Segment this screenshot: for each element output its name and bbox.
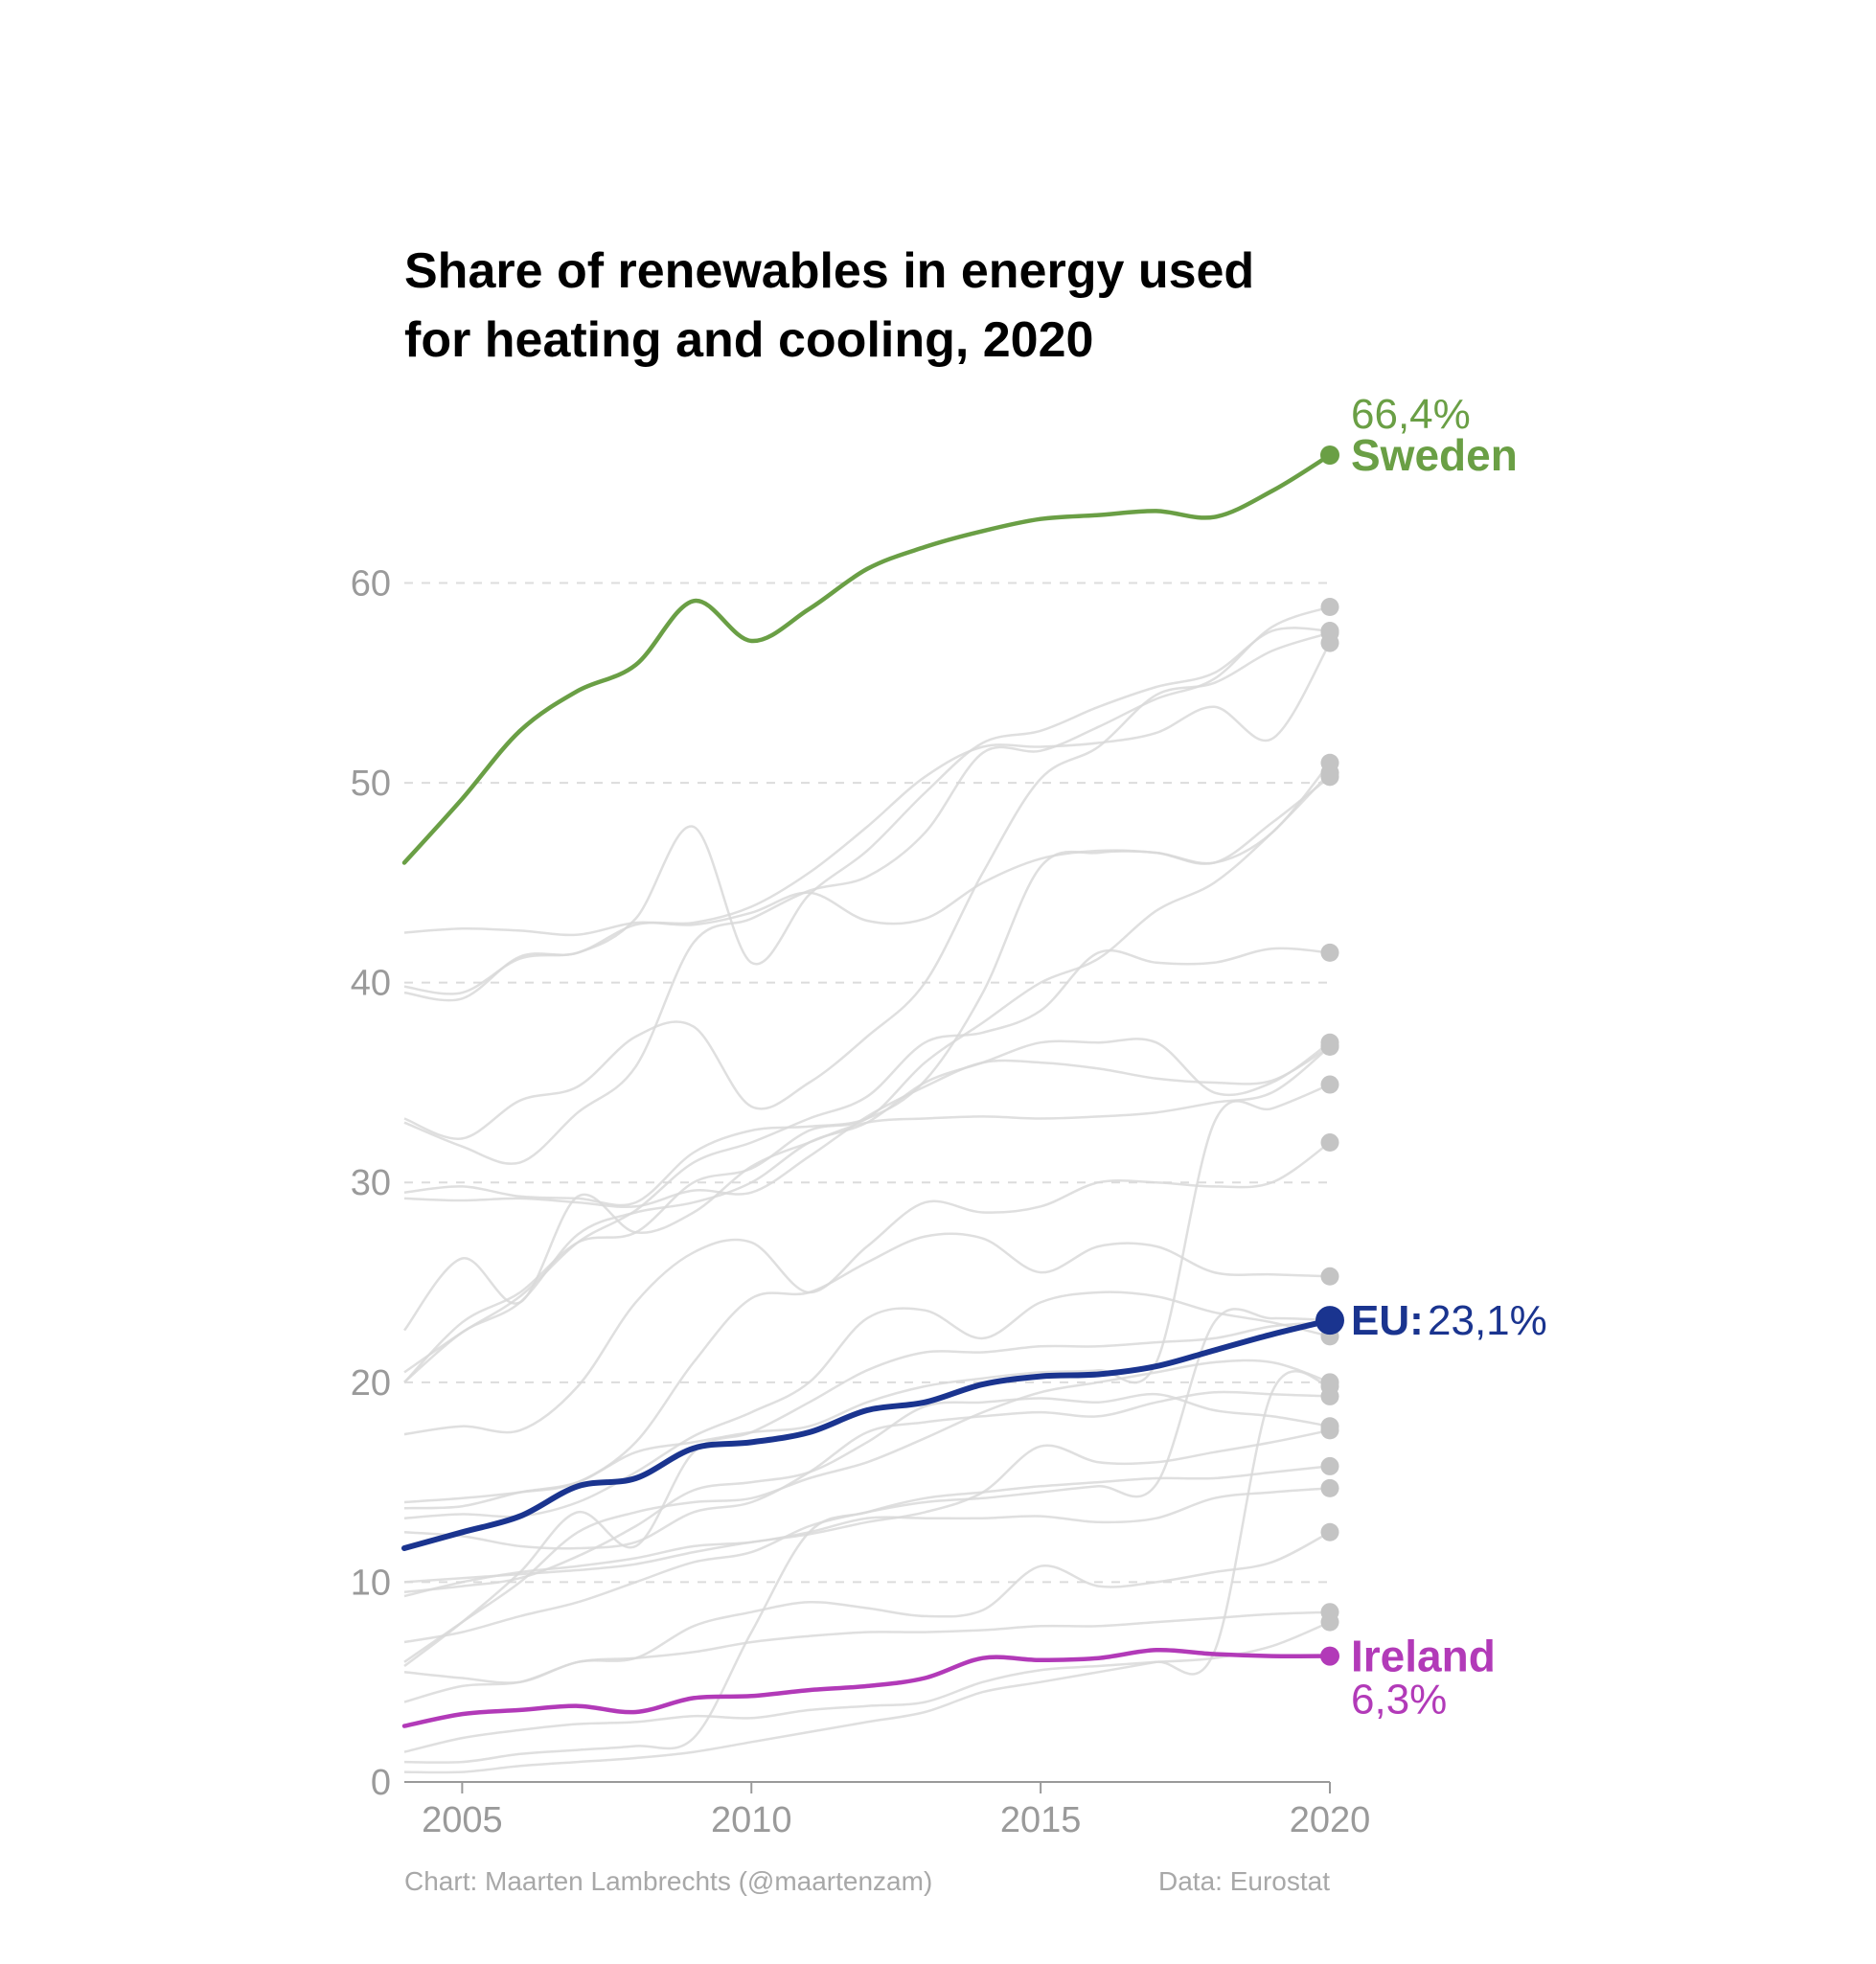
- background-endpoint-group: [1320, 598, 1339, 1632]
- background-series-endpoint: [1320, 598, 1339, 617]
- eu-name-label: EU:: [1351, 1297, 1424, 1344]
- x-tick-label: 2010: [711, 1800, 792, 1840]
- background-series-endpoint: [1320, 624, 1339, 643]
- background-series-endpoint: [1320, 1456, 1339, 1475]
- background-series-endpoint: [1320, 1478, 1339, 1497]
- background-series-group: [403, 605, 1332, 1774]
- x-tick-label: 2005: [422, 1800, 503, 1840]
- background-series-line: [403, 1038, 1331, 1383]
- y-tick-label: 20: [351, 1363, 391, 1404]
- y-tick-label: 50: [351, 764, 391, 804]
- background-series-endpoint: [1320, 1522, 1339, 1542]
- background-series-endpoint: [1320, 1377, 1339, 1396]
- credit-chart: Chart: Maarten Lambrechts (@maartenzam): [404, 1866, 932, 1896]
- background-series-line: [403, 1390, 1331, 1550]
- background-series-line: [403, 1308, 1331, 1644]
- background-series-endpoint: [1320, 1033, 1339, 1052]
- background-series-line: [403, 1045, 1331, 1209]
- background-series-line: [403, 642, 1332, 995]
- background-series-line: [403, 1393, 1331, 1594]
- background-series-line: [403, 1083, 1331, 1510]
- background-series-line: [403, 1487, 1331, 1598]
- sweden-value-label: 66,4%: [1351, 391, 1471, 438]
- eu-series-line: [401, 1317, 1333, 1551]
- background-series-line: [403, 1369, 1331, 1774]
- y-tick-label: 10: [351, 1563, 391, 1603]
- ireland-name-label: Ireland: [1351, 1632, 1496, 1681]
- y-axis: 0 10 20 30 40 50 60: [351, 563, 391, 1803]
- background-series-line: [403, 605, 1331, 1165]
- y-tick-label: 40: [351, 964, 391, 1004]
- background-series-line: [403, 947, 1331, 1374]
- background-series-line: [403, 1321, 1331, 1667]
- background-series-line: [403, 1465, 1331, 1764]
- ireland-value-label: 6,3%: [1351, 1677, 1447, 1724]
- eu-value-label: 23,1%: [1428, 1297, 1547, 1344]
- sweden-name-label: Sweden: [1351, 430, 1518, 480]
- sweden-endpoint: [1320, 445, 1339, 465]
- background-series-line: [403, 1290, 1331, 1519]
- chart-title-line-2: for heating and cooling, 2020: [404, 312, 1093, 368]
- background-series-line: [403, 1045, 1331, 1332]
- background-series-line: [403, 775, 1331, 937]
- y-tick-label: 60: [351, 563, 391, 604]
- highlight-series-group: [401, 445, 1344, 1728]
- x-tick-label: 2020: [1290, 1800, 1371, 1840]
- background-series-line: [403, 631, 1331, 1140]
- y-tick-label: 0: [371, 1763, 391, 1803]
- credit-data: Data: Eurostat: [1158, 1866, 1330, 1896]
- background-series-endpoint: [1320, 1267, 1339, 1286]
- ireland-series-line: [401, 1647, 1333, 1728]
- x-axis: 2005 2010 2015 2020: [422, 1782, 1370, 1840]
- background-series-line: [403, 1428, 1331, 1584]
- background-series-line: [403, 1610, 1331, 1703]
- x-tick-label: 2015: [1000, 1800, 1082, 1840]
- background-series-line: [403, 762, 1331, 1207]
- y-tick-label: 30: [351, 1163, 391, 1203]
- sweden-series-line: [401, 452, 1333, 865]
- background-series-endpoint: [1320, 1075, 1339, 1094]
- background-series-line: [403, 1141, 1331, 1436]
- background-series-endpoint: [1320, 764, 1339, 783]
- background-series-line: [403, 1620, 1331, 1753]
- eu-endpoint: [1315, 1306, 1344, 1336]
- background-series-line: [403, 771, 1331, 1383]
- chart-title-line-1: Share of renewables in energy used: [404, 243, 1254, 299]
- background-series-endpoint: [1320, 1421, 1339, 1440]
- background-series-line: [403, 627, 1331, 1002]
- background-series-endpoint: [1320, 1133, 1339, 1153]
- ireland-endpoint: [1320, 1646, 1339, 1666]
- background-series-endpoint: [1320, 1612, 1339, 1632]
- background-series-line: [403, 1359, 1331, 1663]
- background-series-endpoint: [1320, 943, 1339, 962]
